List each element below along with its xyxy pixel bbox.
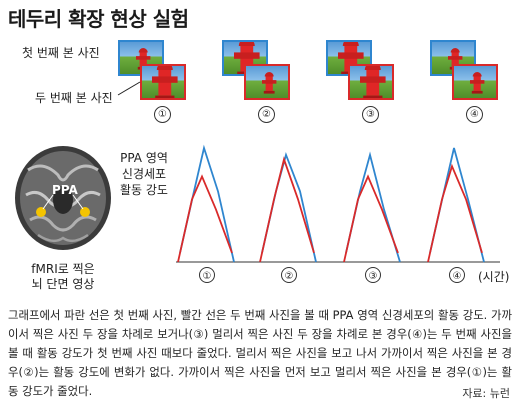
ppa-region-label: PPA xyxy=(52,183,78,197)
ylabel-line2: 신경세포 xyxy=(121,167,167,181)
ylabel-line1: PPA 영역 xyxy=(120,151,168,165)
second-photo-1 xyxy=(140,64,186,100)
x-tick-circle-2 xyxy=(281,267,297,283)
x-tick-label-4: ④ xyxy=(453,271,462,282)
second-photo-3 xyxy=(348,64,394,100)
second-photo-response-line-4 xyxy=(427,163,483,263)
ylabel-line3: 활동 강도 xyxy=(120,183,168,197)
second-photo-response-line-2 xyxy=(259,156,315,263)
brain-scan-image xyxy=(15,146,111,250)
brain-caption-line2: 뇌 단면 영상 xyxy=(31,277,95,291)
condition-label-3: ③ xyxy=(362,106,379,123)
condition-label-1: ① xyxy=(154,106,171,123)
brain-caption-line1: fMRI로 찍은 xyxy=(31,262,95,276)
first-photo-label: 첫 번째 본 사진 xyxy=(22,46,100,60)
x-tick-label-1: ① xyxy=(203,271,212,282)
activity-graph: ① ② ③ ④ xyxy=(176,144,500,283)
brain-caption: fMRI로 찍은 뇌 단면 영상 xyxy=(18,262,108,292)
graph-ylabel: PPA 영역 신경세포 활동 강도 xyxy=(112,150,176,198)
condition-label-2: ② xyxy=(258,106,275,123)
second-photo-4 xyxy=(452,64,498,100)
source-credit: 자료: 뉴런 xyxy=(462,387,510,400)
connector-line xyxy=(117,81,141,96)
description: 그래프에서 파란 선은 첫 번째 사진, 빨간 선은 두 번째 사진을 볼 때 … xyxy=(8,308,512,398)
first-photo-response-line-2 xyxy=(261,151,317,263)
second-photo-response-line-3 xyxy=(343,174,399,263)
x-tick-circle-1 xyxy=(199,267,215,283)
first-photo-response-line-3 xyxy=(345,151,401,263)
connector-lines xyxy=(117,81,141,96)
first-photo-response-line-1 xyxy=(179,144,235,263)
graph-xlabel: (시간) xyxy=(478,270,510,284)
x-tick-circle-4 xyxy=(449,267,465,283)
x-tick-circle-3 xyxy=(365,267,381,283)
first-photo-response-line-4 xyxy=(429,147,485,263)
page-title: 테두리 확장 현상 실험 xyxy=(8,7,189,31)
second-photo-label: 두 번째 본 사진 xyxy=(35,91,113,105)
title-bar: 테두리 확장 현상 실험 xyxy=(0,0,520,31)
x-tick-label-3: ③ xyxy=(369,271,378,282)
second-photo-response-line-1 xyxy=(177,174,233,263)
x-tick-label-2: ② xyxy=(285,271,294,282)
condition-label-4: ④ xyxy=(466,106,483,123)
second-photo-2 xyxy=(244,64,290,100)
